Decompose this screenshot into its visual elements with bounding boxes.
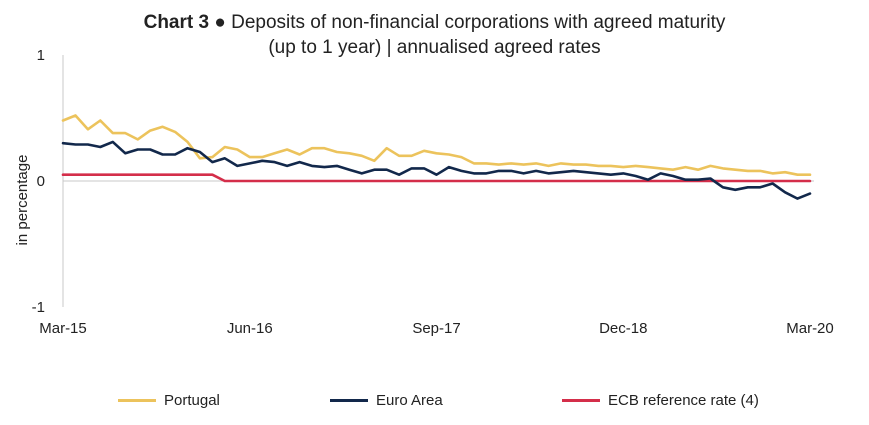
y-tick-label: 1 (37, 47, 45, 64)
legend-swatch (330, 399, 368, 402)
legend-item: ECB reference rate (4) (562, 392, 759, 409)
series-line-euro-area (61, 140, 812, 200)
chart-title-line2: (up to 1 year) | annualised agreed rates (268, 37, 601, 58)
legend-swatch (118, 399, 156, 402)
legend-label: Portugal (164, 392, 220, 409)
chart-axes: 1 0 -1 Mar-15 Jun-16 Sep-17 Dec-18 Mar-20 (32, 47, 834, 337)
chart-series-lines (61, 114, 812, 200)
legend-swatch (562, 399, 600, 402)
x-tick-label: Sep-17 (412, 320, 460, 337)
series-line-portugal (61, 114, 812, 176)
legend-item: Euro Area (330, 392, 443, 409)
x-tick-label: Mar-20 (786, 320, 834, 337)
chart-title-lead: Chart 3 ● (143, 12, 226, 33)
x-tick-label: Jun-16 (227, 320, 273, 337)
legend-item: Portugal (118, 392, 220, 409)
y-axis-label-group: in percentage (14, 155, 31, 246)
chart-title-line1: Deposits of non-financial corporations w… (231, 12, 726, 33)
y-tick-label: -1 (32, 299, 45, 316)
legend-label: Euro Area (376, 392, 443, 409)
y-axis-label: in percentage (14, 155, 31, 246)
legend-label: ECB reference rate (4) (608, 392, 759, 409)
chart-title: Chart 3 ● Deposits of non-financial corp… (0, 10, 869, 60)
y-tick-label: 0 (37, 173, 45, 190)
chart-legend: Portugal Euro Area ECB reference rate (4) (0, 392, 869, 418)
x-tick-label: Mar-15 (39, 320, 87, 337)
x-tick-label: Dec-18 (599, 320, 647, 337)
